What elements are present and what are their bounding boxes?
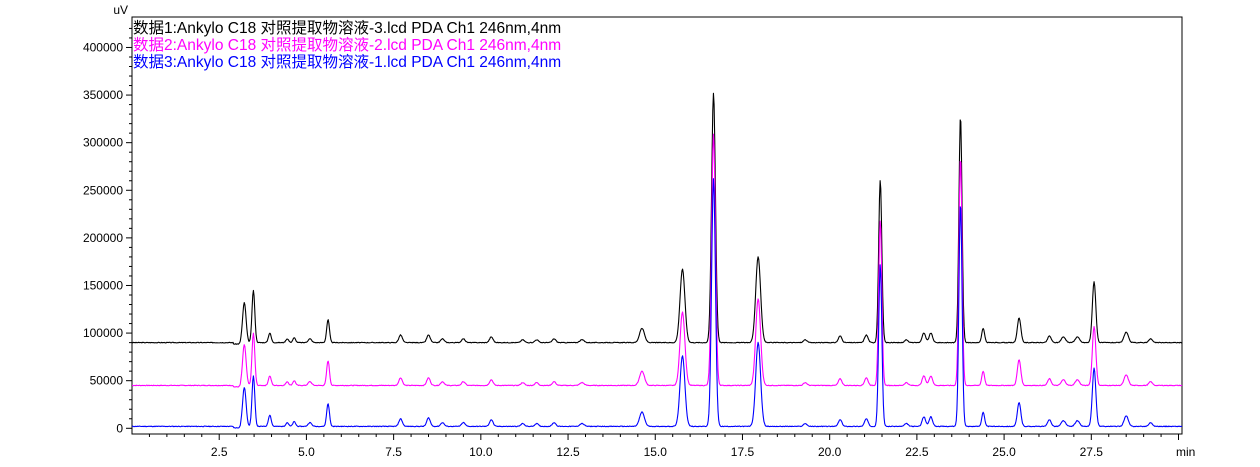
legend: 数据1:Ankylo C18 对照提取物溶液-3.lcd PDA Ch1 246… [133, 19, 561, 71]
x-tick-label: 12.5 [556, 445, 580, 459]
x-tick-label: 25.0 [992, 445, 1016, 459]
y-tick-label: 0 [116, 421, 123, 435]
y-tick-label: 350000 [83, 88, 123, 102]
x-tick-label: 10.0 [469, 445, 493, 459]
x-tick-label: 2.5 [211, 445, 228, 459]
x-tick-label: 15.0 [644, 445, 668, 459]
y-axis-label: uV [113, 3, 128, 17]
y-tick-label: 50000 [90, 374, 124, 388]
traces [131, 92, 1183, 429]
y-tick-label: 250000 [83, 183, 123, 197]
x-axis-label: min [1176, 445, 1195, 459]
trace-line-2 [131, 133, 1183, 388]
legend-entry-3: 数据3:Ankylo C18 对照提取物溶液-1.lcd PDA Ch1 246… [133, 53, 561, 71]
legend-entry-1: 数据1:Ankylo C18 对照提取物溶液-3.lcd PDA Ch1 246… [133, 19, 561, 37]
plot-frame [131, 16, 1183, 435]
axes: 0 50000 100000 150000 200000 250000 300000 3500… [83, 3, 1195, 459]
x-tick-label: 7.5 [385, 445, 402, 459]
trace-line-3 [131, 178, 1183, 429]
x-tick-label: 27.5 [1080, 445, 1104, 459]
x-tick-label: 5.0 [298, 445, 315, 459]
y-tick-label: 150000 [83, 278, 123, 292]
y-tick-label: 300000 [83, 136, 123, 150]
x-tick-label: 17.5 [731, 445, 755, 459]
y-tick-label: 100000 [83, 326, 123, 340]
x-tick-label: 20.0 [818, 445, 842, 459]
x-tick-label: 22.5 [905, 445, 929, 459]
trace-line-1 [131, 92, 1183, 345]
y-tick-label: 400000 [83, 40, 123, 54]
legend-entry-2: 数据2:Ankylo C18 对照提取物溶液-2.lcd PDA Ch1 246… [133, 36, 561, 54]
y-tick-label: 200000 [83, 231, 123, 245]
